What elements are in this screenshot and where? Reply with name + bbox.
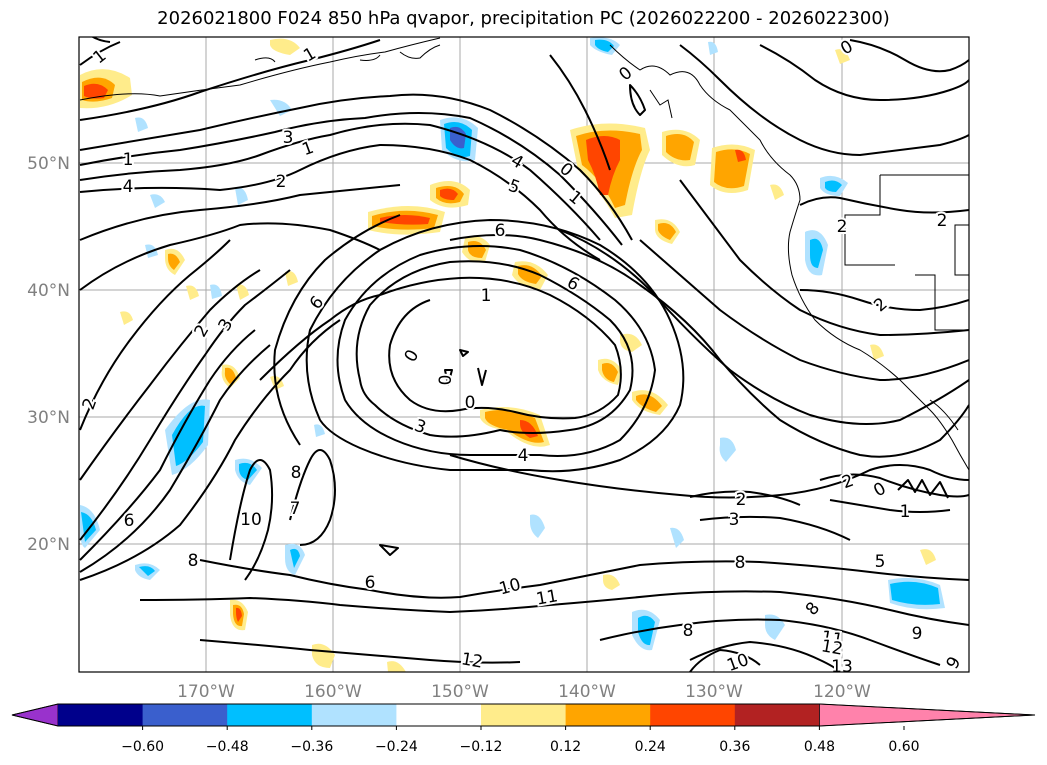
contour-label: 1 (300, 44, 319, 67)
lat-tick-label: 20°N (27, 535, 70, 555)
contour-label: 2 (837, 217, 848, 237)
colorbar-segment (227, 704, 313, 726)
precip-positive-shading (80, 38, 936, 672)
map-frame (78, 36, 970, 673)
contour-label: 11 (535, 586, 560, 609)
lat-tick-label: 40°N (27, 281, 70, 301)
contour-label: 9 (943, 653, 966, 672)
gridlines (79, 37, 969, 672)
contour-label: 6 (124, 511, 135, 531)
contour-label: 12 (460, 649, 485, 672)
colorbar-tick-label: 0.48 (804, 739, 835, 755)
contour-label: 1 (299, 138, 316, 160)
contour-label: 0 (870, 479, 889, 502)
contour-label: 8 (291, 463, 302, 483)
colorbar-segment (396, 704, 482, 726)
colorbar-extend-low (11, 703, 59, 727)
lon-tick-labels: 170°W 160°W 150°W 140°W 130°W 120°W (177, 682, 871, 702)
colorbar-segment (58, 704, 144, 726)
contour-label: 2 (276, 172, 287, 192)
contour-label: 8 (188, 551, 199, 571)
contour-label: 7 (290, 499, 301, 519)
contour-label: 2 (870, 294, 891, 316)
contour-label: 1 (900, 502, 911, 522)
colorbar-tick-label: −0.60 (121, 739, 164, 755)
contour-label: 6 (306, 292, 328, 313)
qvapor-contours (79, 37, 969, 672)
contour-label: 8 (683, 621, 694, 641)
lon-tick-label: 170°W (177, 682, 235, 702)
contour-label: 13 (831, 657, 853, 677)
coastlines (79, 37, 969, 471)
contour-label: 1 (90, 46, 111, 68)
colorbar (11, 703, 1036, 727)
contour-label: 2 (79, 395, 101, 412)
colorbar-tick-label: −0.36 (290, 739, 333, 755)
contour-label: 0 (401, 346, 424, 365)
colorbar-segment (734, 704, 820, 726)
map-title: 2026021800 F024 850 hPa qvapor, precipit… (157, 8, 890, 29)
colorbar-tick-label: −0.48 (206, 739, 249, 755)
colorbar-tick-label: 0.12 (550, 739, 581, 755)
lat-tick-label: 30°N (27, 408, 70, 428)
colorbar-outline (11, 703, 1036, 727)
lon-tick-label: 140°W (558, 682, 616, 702)
contour-label: 8 (802, 598, 824, 619)
colorbar-segment (481, 704, 567, 726)
lat-tick-label: 50°N (27, 154, 70, 174)
contour-label: 2 (937, 211, 948, 231)
colorbar-tick-label: −0.12 (460, 739, 503, 755)
colorbar-tick-label: 0.60 (888, 739, 919, 755)
contour-label: 6 (563, 273, 582, 296)
lat-tick-labels: 50°N 40°N 30°N 20°N (27, 154, 70, 555)
contour-label: 0 (465, 393, 476, 413)
contour-label: 9 (912, 624, 923, 644)
contour-label: 5 (505, 176, 522, 198)
contour-label: 1 (123, 150, 134, 170)
contour-label: 2 (736, 490, 747, 510)
lon-tick-label: 160°W (304, 682, 362, 702)
contour-label: 0 (436, 375, 456, 386)
contour-label: 0 (615, 63, 636, 85)
contour-label: 6 (495, 221, 506, 241)
contour-label: 10 (240, 510, 262, 530)
lon-tick-label: 120°W (813, 682, 871, 702)
colorbar-segment (142, 704, 228, 726)
contour-label: 4 (123, 177, 134, 197)
contour-label: 4 (507, 151, 526, 174)
contour-label: 3 (411, 416, 428, 438)
lon-tick-label: 130°W (685, 682, 743, 702)
contour-label: 8 (735, 553, 746, 573)
precip-negative-shading (80, 37, 945, 651)
contour-label: 0 (555, 159, 576, 181)
colorbar-extend-high (819, 703, 1036, 727)
colorbar-segment (311, 704, 397, 726)
colorbar-tick-label: −0.24 (375, 739, 418, 755)
lon-tick-label: 150°W (431, 682, 489, 702)
contour-label: 3 (729, 510, 740, 530)
colorbar-tick-label: 0.24 (635, 739, 666, 755)
colorbar-segment (565, 704, 651, 726)
contour-label: 6 (365, 573, 376, 593)
contour-label: 5 (875, 552, 886, 572)
contour-label: 1 (481, 286, 492, 306)
colorbar-tick-label: 0.36 (719, 739, 750, 755)
contour-label: 3 (283, 128, 294, 148)
colorbar-tick-labels: −0.60 −0.48 −0.36 −0.24 −0.12 0.12 0.24 0.36 0.4… (121, 726, 920, 755)
contour-label: 4 (518, 446, 529, 466)
colorbar-segment (650, 704, 736, 726)
contour-label: 10 (497, 575, 523, 600)
contour-label: 2 (191, 321, 214, 340)
